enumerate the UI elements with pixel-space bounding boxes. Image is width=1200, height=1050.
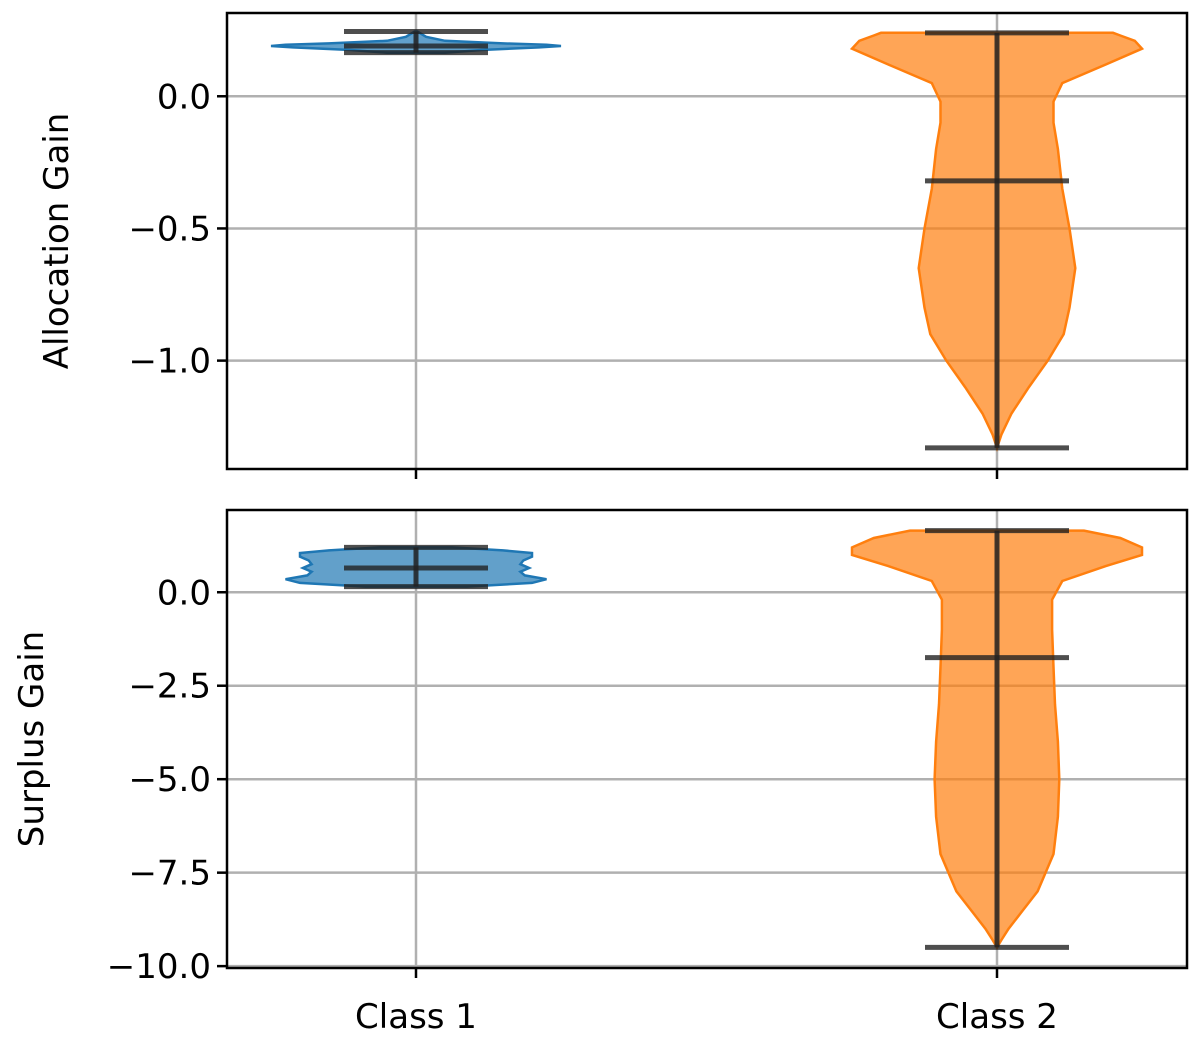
axes-frame bbox=[225, 508, 1189, 970]
surplus-gain-panel: 0.0 −2.5 −5.0 −7.5 −10.0 Class 1 Class 2 Surplu… bbox=[12, 508, 1189, 1037]
allocation-gain-panel: 0.0 −0.5 −1.0 Allocation Gain bbox=[37, 11, 1189, 479]
axes-frame bbox=[225, 11, 1189, 471]
y-axis-title: Surplus Gain bbox=[12, 631, 52, 847]
x-tick-label: Class 2 bbox=[936, 997, 1058, 1037]
y-tick-label: −5.0 bbox=[128, 760, 211, 800]
y-axis-title: Allocation Gain bbox=[37, 113, 77, 370]
y-tick-label: −10.0 bbox=[107, 947, 211, 987]
y-tick-label: −2.5 bbox=[128, 667, 211, 707]
y-tick-label: −7.5 bbox=[128, 854, 211, 894]
y-tick-label: 0.0 bbox=[157, 573, 211, 613]
y-tick-label: 0.0 bbox=[157, 77, 211, 117]
x-tick-label: Class 1 bbox=[355, 997, 477, 1037]
y-tick-label: −1.0 bbox=[128, 342, 211, 382]
y-tick-label: −0.5 bbox=[128, 209, 211, 249]
